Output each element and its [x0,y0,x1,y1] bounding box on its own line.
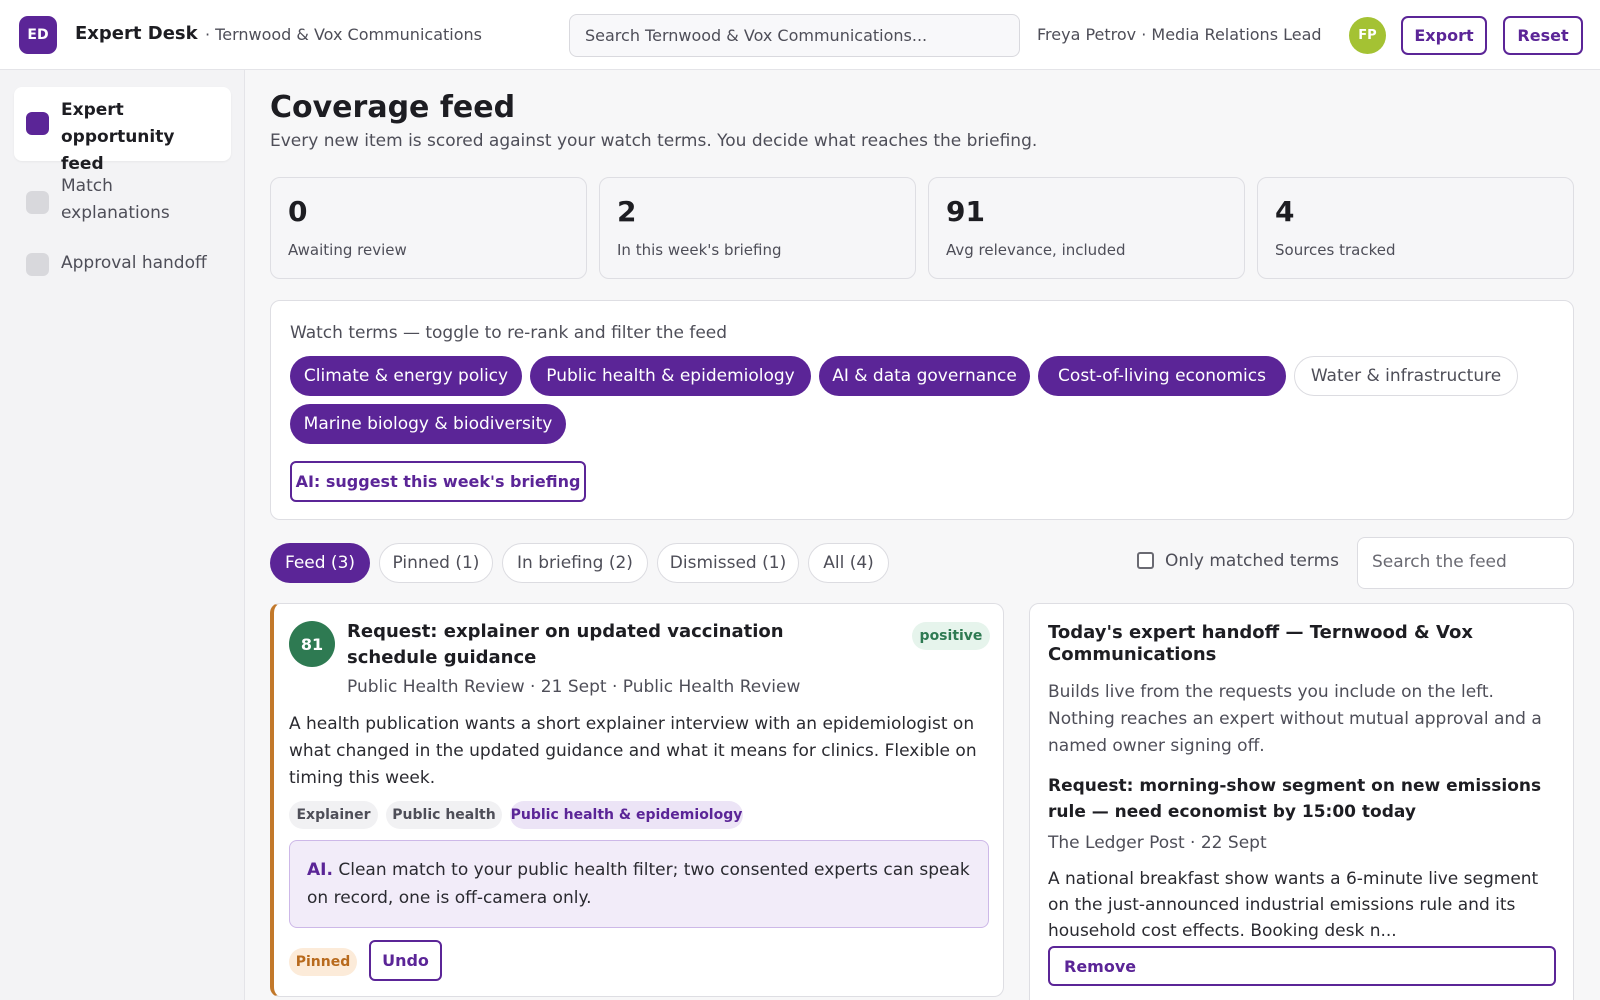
tab-feed[interactable]: Feed (3) [270,543,370,583]
stat-label: Avg relevance, included [946,241,1126,259]
sidebar-item-approval-handoff[interactable]: Approval handoff [14,242,231,286]
relevance-score-badge: 81 [289,621,335,667]
org-name: · Ternwood & Vox Communications [205,25,482,44]
stat-card-awaiting-review: 0 Awaiting review [270,177,587,279]
undo-button[interactable]: Undo [369,940,442,981]
sidebar-item-label: Approval handoff [61,253,207,273]
app-logo[interactable]: ED [19,16,57,54]
page-subtitle: Every new item is scored against your wa… [270,131,1038,151]
card-tag: Public health [386,801,502,829]
sentiment-badge: positive [912,622,990,650]
sidebar: Expert opportunity feed Match explanatio… [0,70,245,1000]
tab-dismissed[interactable]: Dismissed (1) [657,543,799,583]
watch-term-chip[interactable]: Climate & energy policy [290,356,522,396]
pinned-badge: Pinned [289,948,357,976]
ai-explanation-text: Clean match to your public health filter… [307,860,970,908]
global-search-input[interactable]: Search Ternwood & Vox Communications... [569,14,1020,57]
only-matched-checkbox[interactable] [1137,552,1154,569]
stat-value: 2 [617,195,637,228]
stat-label: Awaiting review [288,241,407,259]
nav-marker-icon [26,253,49,276]
expert-handoff-panel: Today's expert handoff — Ternwood & Vox … [1029,603,1574,1000]
watch-term-chip[interactable]: Water & infrastructure [1294,356,1518,396]
card-tag-matched-term: Public health & epidemiology [510,801,743,829]
only-matched-label: Only matched terms [1165,551,1339,571]
stat-card-avg-relevance: 91 Avg relevance, included [928,177,1245,279]
export-button[interactable]: Export [1401,16,1487,55]
sidebar-item-expert-opportunity-feed[interactable]: Expert opportunity feed [14,87,231,174]
watch-term-chip[interactable]: Public health & epidemiology [530,356,811,396]
handoff-request-body: A national breakfast show wants a 6-minu… [1048,869,1539,941]
handoff-request-title: Request: morning-show segment on new emi… [1048,776,1542,822]
avatar[interactable]: FP [1349,17,1386,54]
app-name: Expert Desk [75,23,198,44]
stat-value: 4 [1275,195,1295,228]
tab-all[interactable]: All (4) [808,543,889,583]
nav-marker-icon [26,191,49,214]
stat-card-sources-tracked: 4 Sources tracked [1257,177,1574,279]
watch-term-chip[interactable]: Marine biology & biodiversity [290,404,566,444]
stat-card-in-briefing: 2 In this week's briefing [599,177,916,279]
watch-term-chip[interactable]: Cost-of-living economics [1038,356,1286,396]
handoff-request-meta: The Ledger Post · 22 Sept [1048,833,1267,853]
watch-terms-title: Watch terms — toggle to re-rank and filt… [290,323,728,343]
page-title: Coverage feed [270,90,516,125]
stat-value: 91 [946,195,985,228]
stat-label: In this week's briefing [617,241,782,259]
stat-value: 0 [288,195,308,228]
top-bar: ED Expert Desk · Ternwood & Vox Communic… [0,0,1600,70]
ai-suggest-briefing-button[interactable]: AI: suggest this week's briefing [290,461,586,502]
nav-marker-icon [26,112,49,135]
watch-terms-panel: Watch terms — toggle to re-rank and filt… [270,300,1574,520]
watch-term-chip[interactable]: AI & data governance [819,356,1030,396]
ai-explanation-box: AI. Clean match to your public health fi… [289,840,989,928]
remove-button[interactable]: Remove [1048,946,1556,986]
card-tag: Explainer [289,801,378,829]
stat-label: Sources tracked [1275,241,1396,259]
sidebar-item-match-explanations[interactable]: Match explanations [14,171,231,231]
card-body: A health publication wants a short expla… [289,714,977,788]
feed-search-input[interactable]: Search the feed [1357,537,1574,589]
sidebar-item-label: Match explanations [61,176,170,223]
ai-label: AI. [307,860,333,880]
handoff-title: Today's expert handoff — Ternwood & Vox … [1048,622,1473,665]
sidebar-item-label: Expert opportunity feed [61,100,175,174]
feed-card[interactable]: 81 Request: explainer on updated vaccina… [270,603,1004,997]
card-title: Request: explainer on updated vaccinatio… [347,621,784,668]
card-meta: Public Health Review · 21 Sept · Public … [347,677,801,697]
tab-in-briefing[interactable]: In briefing (2) [502,543,648,583]
handoff-description: Builds live from the requests you includ… [1048,682,1542,756]
user-name: Freya Petrov · Media Relations Lead [1037,25,1322,44]
reset-button[interactable]: Reset [1503,16,1583,55]
tab-pinned[interactable]: Pinned (1) [379,543,493,583]
